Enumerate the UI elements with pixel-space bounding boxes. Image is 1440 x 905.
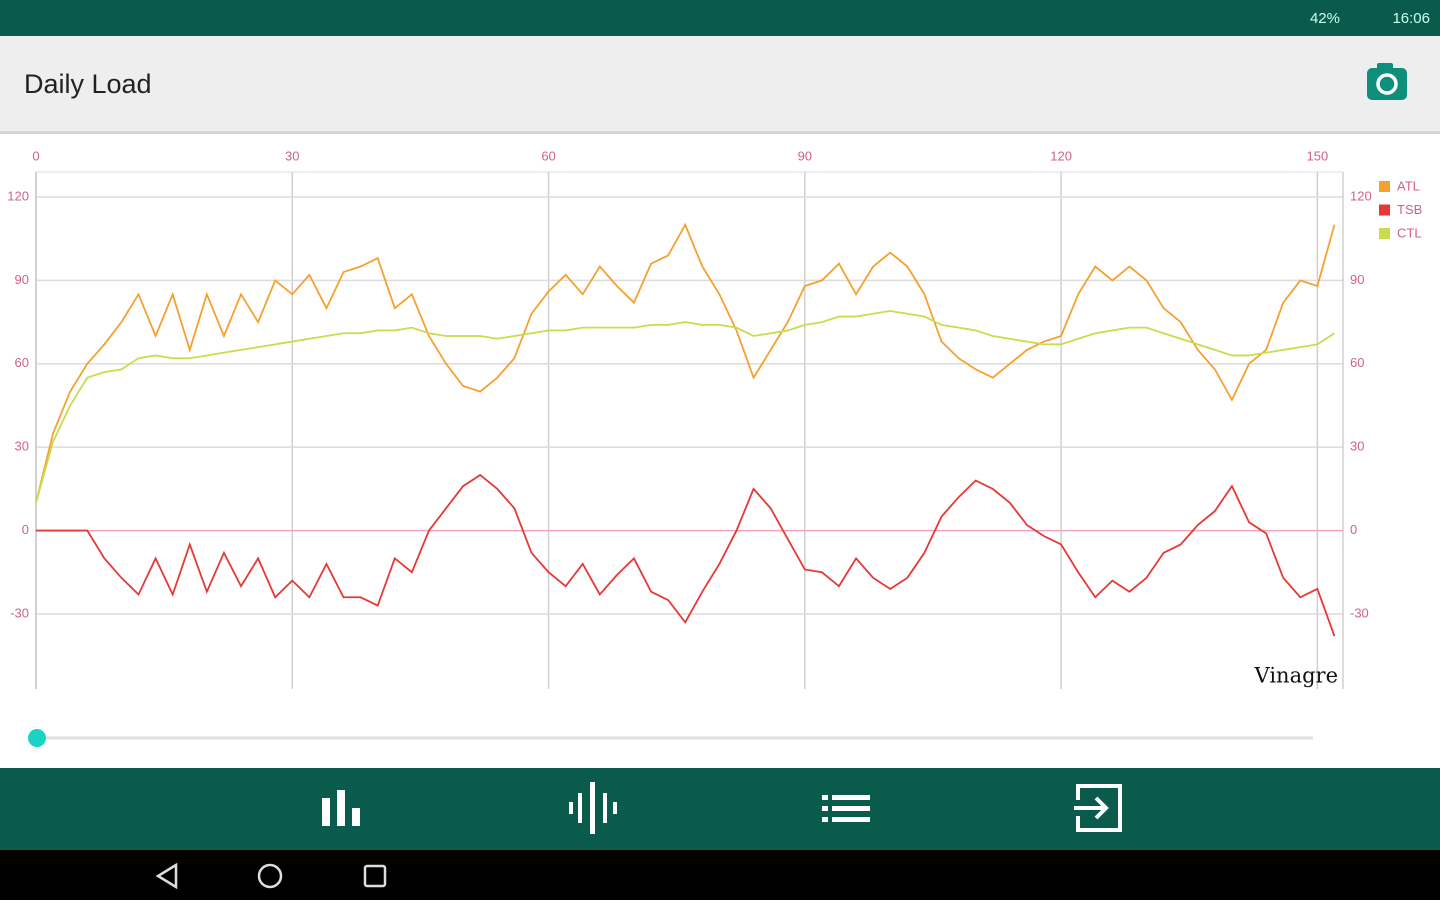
icon-dot [822,806,828,811]
chart: 0 30 60 90 120 150 -30 0 30 60 90 120 -30 0 30 60 90 120 A… [7,148,1422,689]
system-nav [0,850,1440,900]
icon-bar [590,782,595,834]
icon-frame [1076,784,1122,832]
y2-tick-label: 0 [1350,522,1357,537]
recents-button[interactable] [363,864,387,888]
icon-bar [352,808,360,826]
x-tick-label: 30 [285,148,299,163]
icon-line [832,817,870,822]
icon-arrow [1074,796,1109,820]
back-button[interactable] [155,862,178,890]
slider-thumb[interactable] [28,729,46,747]
series-line [35,310,1335,504]
x-tick-label: 120 [1050,148,1072,163]
legend-label: ATL [1397,178,1420,193]
y-tick-label: -30 [10,605,29,620]
camera-icon [1367,68,1407,100]
icon-bar [569,802,573,814]
icon-bar [578,793,582,823]
legend-swatch [1379,204,1390,216]
x-tick-label: 0 [32,148,39,163]
camera-top [1377,63,1393,71]
legend-swatch [1379,181,1390,192]
legend-label: TSB [1397,202,1422,217]
battery: 42% [1310,10,1340,27]
y2-tick-label: -30 [1350,605,1369,620]
icon-line [832,795,870,800]
nav-chart[interactable] [322,790,360,826]
y-tick-label: 60 [15,355,29,370]
app-bar [0,36,1440,132]
nav-exit[interactable] [1074,784,1122,832]
icon-dot [822,817,828,822]
nav-list[interactable] [822,795,870,822]
icon-bar [322,798,330,826]
home-button[interactable] [257,863,283,889]
y2-tick-label: 120 [1350,188,1372,203]
y2-tick-label: 90 [1350,272,1364,287]
camera-lens [1376,73,1398,95]
x-tick-label: 60 [541,148,555,163]
camera-button[interactable] [1367,63,1407,100]
nav-wave[interactable] [569,782,617,834]
x-tick-label: 90 [798,148,812,163]
legend-swatch [1379,228,1390,239]
legend-label: CTL [1397,225,1422,240]
y-tick-label: 0 [22,522,29,537]
y2-tick-label: 30 [1350,439,1364,454]
icon-bar [613,802,617,814]
y-tick-label: 30 [15,439,29,454]
x-tick-label: 150 [1307,148,1329,163]
y-tick-label: 90 [15,272,29,287]
series-line [36,473,1336,637]
icon-bar [337,790,345,826]
y-tick-label: 120 [7,188,29,203]
y2-tick-label: 60 [1350,355,1364,370]
bottom-nav [0,768,1440,850]
clock: 16:06 [1392,10,1430,27]
icon-dot [822,795,828,800]
app-bar-shadow [0,131,1440,134]
series-line [35,222,1336,503]
icon-line [832,806,870,811]
watermark: Vinagre [1254,664,1338,688]
status-bar [0,0,1440,36]
icon-bar [603,793,607,823]
app-title: Daily Load [24,69,152,99]
